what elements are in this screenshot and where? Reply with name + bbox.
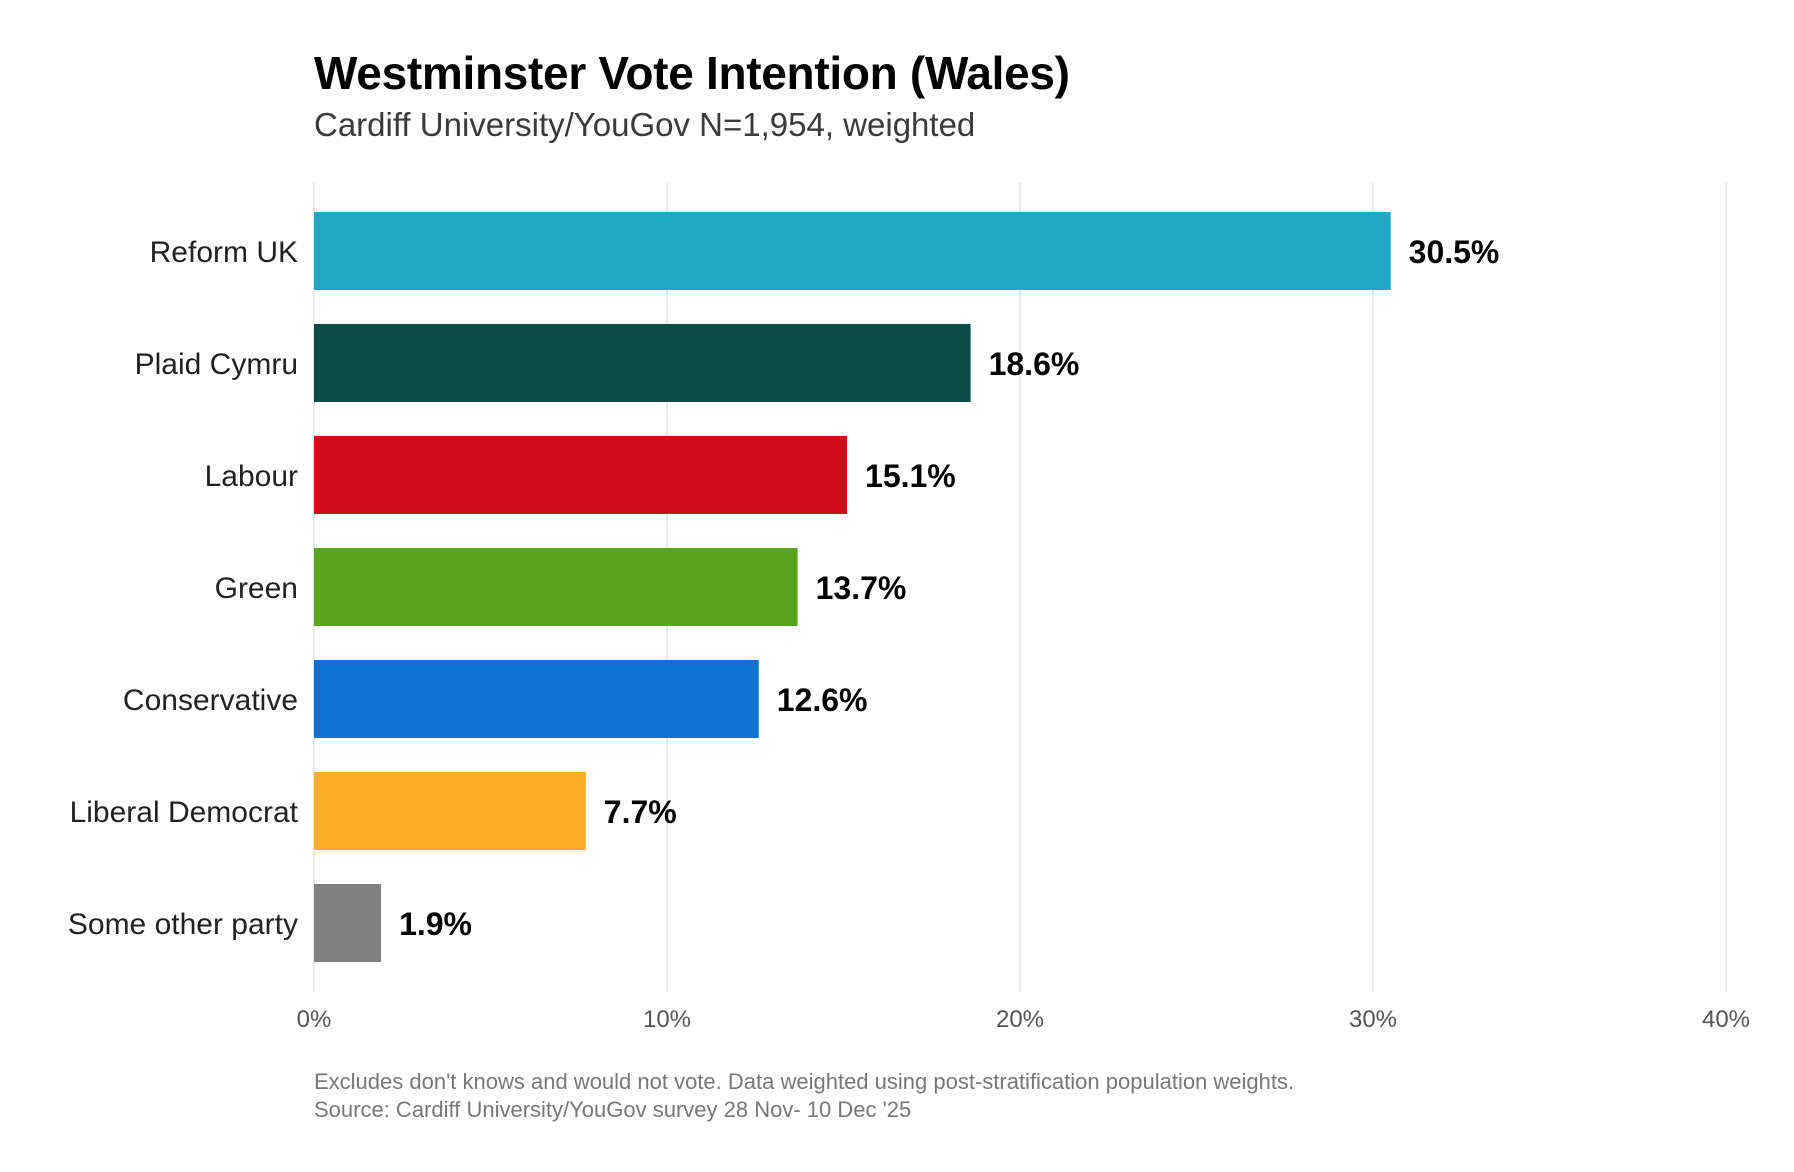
bar bbox=[314, 660, 759, 738]
category-label: Labour bbox=[205, 460, 298, 493]
value-label: 1.9% bbox=[399, 906, 472, 942]
value-label: 18.6% bbox=[989, 346, 1080, 382]
chart-title: Westminster Vote Intention (Wales) bbox=[314, 47, 1070, 99]
value-label: 15.1% bbox=[865, 458, 956, 494]
x-axis-ticks: 0% 10% 20% 30% 40% bbox=[297, 1006, 1750, 1033]
value-label: 13.7% bbox=[816, 570, 907, 606]
chart-subtitle: Cardiff University/YouGov N=1,954, weigh… bbox=[314, 106, 976, 143]
category-label: Some other party bbox=[68, 908, 298, 941]
x-tick-label: 20% bbox=[996, 1006, 1044, 1033]
footnote: Excludes don't knows and would not vote.… bbox=[314, 1068, 1294, 1124]
value-label: 30.5% bbox=[1409, 234, 1500, 270]
footnote-line-1: Excludes don't knows and would not vote.… bbox=[314, 1069, 1295, 1094]
category-label: Plaid Cymru bbox=[135, 348, 298, 381]
value-labels: 30.5% 18.6% 15.1% 13.7% 12.6% 7.7% 1.9% bbox=[399, 234, 1499, 942]
value-label: 12.6% bbox=[777, 682, 868, 718]
category-label: Reform UK bbox=[150, 236, 298, 269]
category-label: Conservative bbox=[123, 684, 298, 717]
x-tick-label: 40% bbox=[1702, 1006, 1750, 1033]
footnote-line-2: Source: Cardiff University/YouGov survey… bbox=[314, 1097, 912, 1122]
category-label: Green bbox=[215, 572, 298, 605]
category-labels: Reform UK Plaid Cymru Labour Green Conservat… bbox=[68, 236, 299, 941]
bar bbox=[314, 548, 798, 626]
bars bbox=[314, 212, 1391, 962]
x-tick-label: 30% bbox=[1349, 1006, 1397, 1033]
x-tick-label: 0% bbox=[297, 1006, 332, 1033]
value-label: 7.7% bbox=[604, 794, 677, 830]
x-tick-label: 10% bbox=[643, 1006, 691, 1033]
bar bbox=[314, 884, 382, 962]
bar bbox=[314, 212, 1391, 290]
category-label: Liberal Democrat bbox=[70, 796, 299, 829]
bar bbox=[314, 436, 848, 514]
bar bbox=[314, 324, 971, 402]
bar bbox=[314, 772, 586, 850]
